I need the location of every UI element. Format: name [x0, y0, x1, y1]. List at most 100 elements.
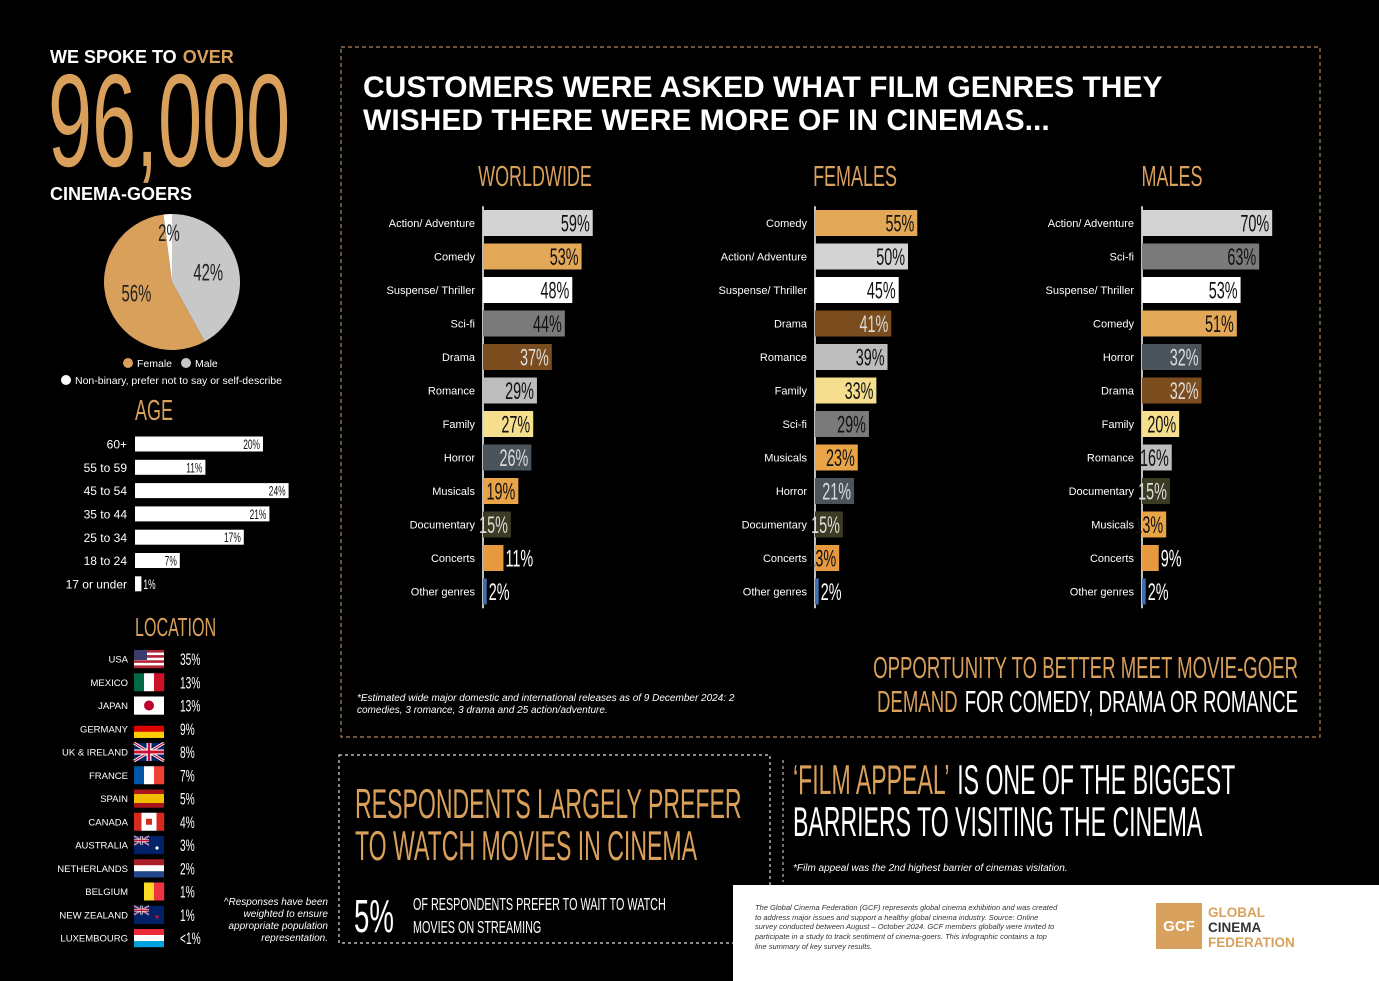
- country: GERMANY: [80, 724, 129, 735]
- bar: [483, 344, 552, 370]
- value-label: 13%: [807, 546, 836, 573]
- country: AUSTRALIA: [75, 841, 128, 852]
- value-label: 11%: [186, 461, 202, 476]
- value-label: 55%: [885, 211, 914, 238]
- category-label: Family: [775, 386, 808, 398]
- preference-title: TO WATCH MOVIES IN CINEMA: [355, 823, 697, 870]
- film-appeal-text: IS ONE OF THE BIGGEST: [957, 757, 1235, 804]
- bar: [815, 344, 888, 370]
- country-share: 1%: [180, 905, 195, 924]
- value-label: 15%: [811, 513, 840, 540]
- flag-part: [134, 941, 164, 948]
- category-label: Musicals: [1091, 520, 1134, 532]
- value-label: 2%: [1148, 580, 1169, 607]
- value-label: 45%: [867, 278, 896, 305]
- legend-label: Non-binary, prefer not to say or self-de…: [75, 375, 282, 387]
- logo-mark: [1156, 903, 1202, 949]
- category-label: Concerts: [763, 553, 808, 565]
- category-label: Horror: [776, 486, 808, 498]
- flag-part: [134, 859, 164, 866]
- value-label: 23%: [826, 446, 855, 473]
- flag-part: [134, 794, 164, 799]
- country: SPAIN: [100, 794, 128, 805]
- flag: [134, 929, 164, 948]
- flag-part: [134, 798, 164, 804]
- flag: [133, 905, 164, 924]
- bar: [815, 511, 843, 538]
- value-label: 11%: [505, 546, 533, 573]
- about: The Global Cinema Federation (GCF) repre…: [755, 903, 1058, 951]
- value-label: 9%: [1161, 546, 1182, 573]
- bar: [483, 478, 519, 504]
- flag-part: [154, 882, 165, 901]
- category-label: Romance: [428, 386, 475, 398]
- value-label: 70%: [1240, 211, 1269, 238]
- opportunity-rest: FOR COMEDY, DRAMA OR ROMANCE: [965, 685, 1298, 719]
- category-label: Action/ Adventure: [721, 252, 807, 264]
- category-label: 35 to 44: [84, 507, 128, 521]
- intro-highlight: OVER: [183, 47, 234, 67]
- category-label: Family: [443, 419, 476, 431]
- preference-frame: [338, 754, 771, 944]
- preference-share: 5%: [354, 892, 394, 943]
- flag-part: [134, 665, 164, 669]
- value-label: 13%: [1134, 513, 1163, 540]
- footer-panel: [733, 885, 1379, 981]
- category-label: 45 to 54: [84, 484, 128, 498]
- bar: [135, 576, 142, 592]
- pie-label: 2%: [158, 221, 180, 247]
- preference-detail: MOVIES ON STREAMING: [413, 918, 541, 937]
- value-label: 50%: [876, 245, 905, 272]
- category-label: Sci-fi: [783, 419, 807, 431]
- value-label: 2%: [489, 580, 510, 607]
- flag-part: [156, 812, 165, 831]
- value-label: 51%: [1205, 312, 1234, 339]
- country-share: 1%: [180, 882, 195, 901]
- logo-name: FEDERATION: [1208, 935, 1295, 950]
- flag-part: [154, 766, 165, 785]
- bar: [815, 210, 918, 236]
- category-label: Musicals: [764, 453, 807, 465]
- country: CANADA: [88, 817, 128, 828]
- country: NETHERLANDS: [57, 864, 128, 875]
- flag: [134, 766, 165, 785]
- film-appeal: ‘FILM APPEAL’ IS ONE OF THE BIGGEST: [793, 757, 1235, 804]
- flag-part: [134, 929, 164, 936]
- flag-part: [144, 700, 154, 711]
- value-label: 21%: [250, 508, 267, 523]
- flag: [134, 789, 164, 808]
- bar: [483, 210, 593, 236]
- country-share: 7%: [180, 765, 195, 784]
- value-label: 20%: [243, 438, 260, 453]
- flag-part: [134, 655, 164, 658]
- value-label: 27%: [501, 412, 530, 439]
- category-label: Sci-fi: [1110, 252, 1134, 264]
- flag-part: [141, 812, 150, 831]
- flag-part: [134, 719, 164, 726]
- film-appeal-highlight: ‘FILM APPEAL’: [793, 757, 950, 804]
- flag-part: [149, 812, 157, 831]
- category-label: Drama: [1101, 386, 1135, 398]
- weighting-note: ^Responses have been weighted to ensure …: [223, 897, 328, 944]
- value-label: 44%: [533, 312, 562, 339]
- value-label: 53%: [1209, 278, 1238, 305]
- bar: [135, 529, 244, 545]
- category-label: Comedy: [1093, 319, 1134, 331]
- legend-swatch: [123, 358, 133, 368]
- flag: [134, 696, 164, 715]
- legend-label: Male: [195, 358, 218, 370]
- category-label: 60+: [107, 438, 127, 452]
- bar: [815, 377, 877, 404]
- category-label: Horror: [444, 453, 476, 465]
- audience: CINEMA-GOERS: [50, 184, 192, 204]
- intro-text: WE SPOKE TO: [50, 47, 177, 67]
- country: MEXICO: [91, 678, 128, 689]
- chart-title: MALES: [1142, 161, 1203, 193]
- value-label: 24%: [269, 485, 286, 500]
- bar: [483, 277, 573, 303]
- preference-detail: OF RESPONDENTS PREFER TO WAIT TO WATCH: [413, 895, 666, 914]
- bar: [135, 436, 263, 452]
- bar: [1142, 478, 1170, 504]
- flag-part: [134, 673, 145, 692]
